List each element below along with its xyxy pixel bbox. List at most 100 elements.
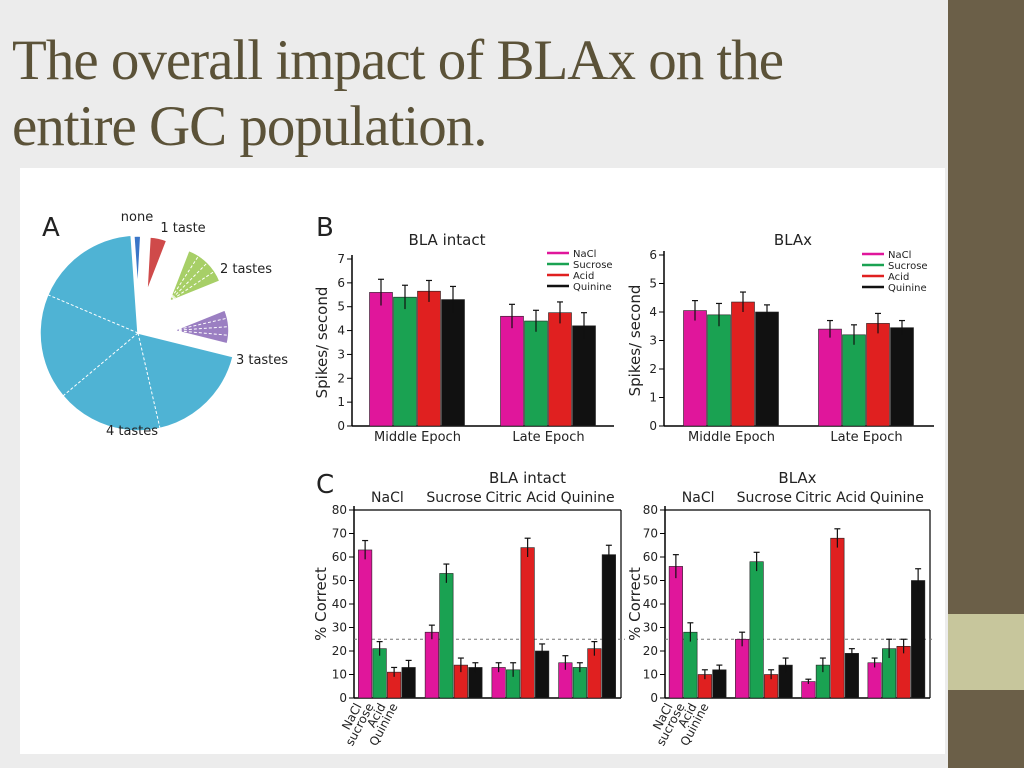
- chart4-ytick-label: 10: [643, 668, 658, 682]
- chart4-ylabel: % Correct: [626, 567, 644, 641]
- chart2-legend-label-Quinine: Quinine: [888, 283, 927, 294]
- chart4-category-label: Citric Acid: [795, 490, 866, 506]
- chart1-ylabel: Spikes/ second: [313, 287, 331, 399]
- pie-subslice-divider: [173, 329, 229, 336]
- pie-label-3-tastes: 3 tastes: [236, 353, 288, 368]
- chart2-ytick-label: 6: [649, 248, 657, 262]
- chart1-ytick-label: 7: [337, 252, 345, 266]
- chart3-bar-NaCl-1: [424, 631, 439, 699]
- chart2-bar-Quinine-1: [890, 327, 914, 427]
- chart1-bar-Acid-0: [417, 290, 441, 427]
- chart4-bar-Quinine-2: [844, 653, 859, 699]
- pie-subslice-divider: [173, 317, 228, 331]
- panel-label-a: A: [42, 213, 60, 243]
- chart3-bar-Sucrose-1: [439, 573, 454, 699]
- chart1-ytick-label: 6: [337, 276, 345, 290]
- chart4-bar-NaCl-0: [668, 566, 683, 699]
- chart1-bar-Sucrose-0: [393, 296, 417, 427]
- chart1-title: BLA intact: [409, 231, 486, 249]
- pie-slice-1-taste: [146, 236, 168, 293]
- chart1-ytick-label: 4: [337, 324, 345, 338]
- chart1-bar-Sucrose-1: [524, 320, 548, 427]
- chart3-ytick-label: 30: [332, 621, 347, 635]
- chart2-ytick-label: 5: [649, 277, 657, 291]
- chart3-category-label: Citric Acid: [485, 490, 556, 506]
- chart3-ytick-label: 0: [339, 691, 347, 705]
- chart1-bar-NaCl-1: [500, 315, 524, 427]
- chart4-bar-NaCl-2: [801, 681, 816, 699]
- figure-panel: [20, 168, 945, 754]
- chart2-legend-label-NaCl: NaCl: [888, 250, 911, 261]
- chart4-category-label: Quinine: [870, 490, 924, 506]
- chart3-bar-NaCl-0: [358, 549, 373, 699]
- chart1-category-label: Late Epoch: [512, 430, 584, 445]
- chart4-bar-Sucrose-1: [749, 561, 764, 699]
- chart4-ytick-label: 40: [643, 597, 658, 611]
- chart1-ytick-label: 1: [337, 395, 345, 409]
- chart4-bar-Acid-3: [896, 645, 911, 699]
- chart1-legend-label-Acid: Acid: [573, 271, 594, 282]
- chart2-title: BLAx: [774, 231, 812, 249]
- slide-sidebar-accent: [948, 614, 1024, 690]
- chart4-title: BLAx: [778, 469, 816, 487]
- chart2-ytick-label: 1: [649, 391, 657, 405]
- slide-title-line1: The overall impact of BLAx on the: [12, 29, 784, 92]
- chart4-ytick-label: 60: [643, 550, 658, 564]
- pie-slice-none: [133, 235, 142, 292]
- chart4-ytick-label: 50: [643, 574, 658, 588]
- chart4-ytick-label: 80: [643, 503, 658, 517]
- chart3-ytick-label: 40: [332, 597, 347, 611]
- chart3-category-label: Quinine: [561, 490, 615, 506]
- chart4-ytick-label: 0: [650, 691, 658, 705]
- pie-subslice-divider: [168, 270, 215, 303]
- chart3-ytick-label: 50: [332, 574, 347, 588]
- pie-label-1-taste: 1 taste: [160, 221, 205, 236]
- chart1-bar-Acid-1: [548, 312, 572, 427]
- chart3-bar-Quinine-3: [601, 554, 616, 699]
- chart4-bar-Acid-2: [830, 537, 845, 699]
- chart1-bar-Quinine-1: [572, 325, 596, 427]
- pie-slice-3-tastes: [171, 308, 230, 345]
- chart1-bar-Quinine-0: [441, 299, 465, 427]
- chart4-bar-Quinine-3: [911, 580, 926, 699]
- chart2-ytick-label: 3: [649, 334, 657, 348]
- chart2-bar-Sucrose-0: [707, 314, 731, 427]
- chart2-bar-Acid-0: [731, 301, 755, 427]
- chart1-ytick-label: 2: [337, 371, 345, 385]
- chart4-bar-NaCl-3: [867, 662, 882, 699]
- chart3-ytick-label: 60: [332, 550, 347, 564]
- chart3-bar-Sucrose-0: [372, 648, 387, 699]
- chart2-ytick-label: 0: [649, 419, 657, 433]
- chart1-ytick-label: 5: [337, 300, 345, 314]
- chart4-bar-Sucrose-0: [683, 631, 698, 699]
- chart3-bar-Acid-2: [520, 547, 535, 699]
- chart2-category-label: Late Epoch: [830, 430, 902, 445]
- chart2-ytick-label: 4: [649, 305, 657, 319]
- chart3-category-label: Sucrose: [426, 490, 481, 506]
- chart2-bar-Quinine-0: [755, 311, 779, 427]
- chart3-title: BLA intact: [489, 469, 566, 487]
- chart2-ylabel: Spikes/ second: [626, 285, 644, 397]
- chart4-bar-NaCl-1: [735, 638, 750, 699]
- chart1-bar-NaCl-0: [369, 292, 393, 427]
- chart1-ytick-label: 0: [337, 419, 345, 433]
- chart4-ytick-label: 70: [643, 527, 658, 541]
- pie-subslice-divider: [173, 326, 229, 331]
- chart1-ytick-label: 3: [337, 347, 345, 361]
- chart3-category-label: NaCl: [371, 490, 404, 506]
- panel-label-c: C: [316, 470, 334, 500]
- pie-subslice-divider: [137, 332, 161, 429]
- pie-subslice-divider: [47, 294, 139, 334]
- chart3-ytick-label: 20: [332, 644, 347, 658]
- chart2-legend-label-Sucrose: Sucrose: [888, 261, 928, 272]
- pie-label-4-tastes: 4 tastes: [106, 424, 158, 439]
- chart4-category-label: NaCl: [682, 490, 715, 506]
- chart3-ytick-label: 10: [332, 668, 347, 682]
- chart1-category-label: Middle Epoch: [374, 430, 461, 445]
- chart2-category-label: Middle Epoch: [688, 430, 775, 445]
- chart1-legend-label-Quinine: Quinine: [573, 282, 612, 293]
- pie-subslice-divider: [168, 255, 200, 302]
- pie-label-2-tastes: 2 tastes: [220, 262, 272, 277]
- chart2-bar-NaCl-0: [683, 310, 707, 427]
- slide-title-line2: entire GC population.: [12, 95, 487, 158]
